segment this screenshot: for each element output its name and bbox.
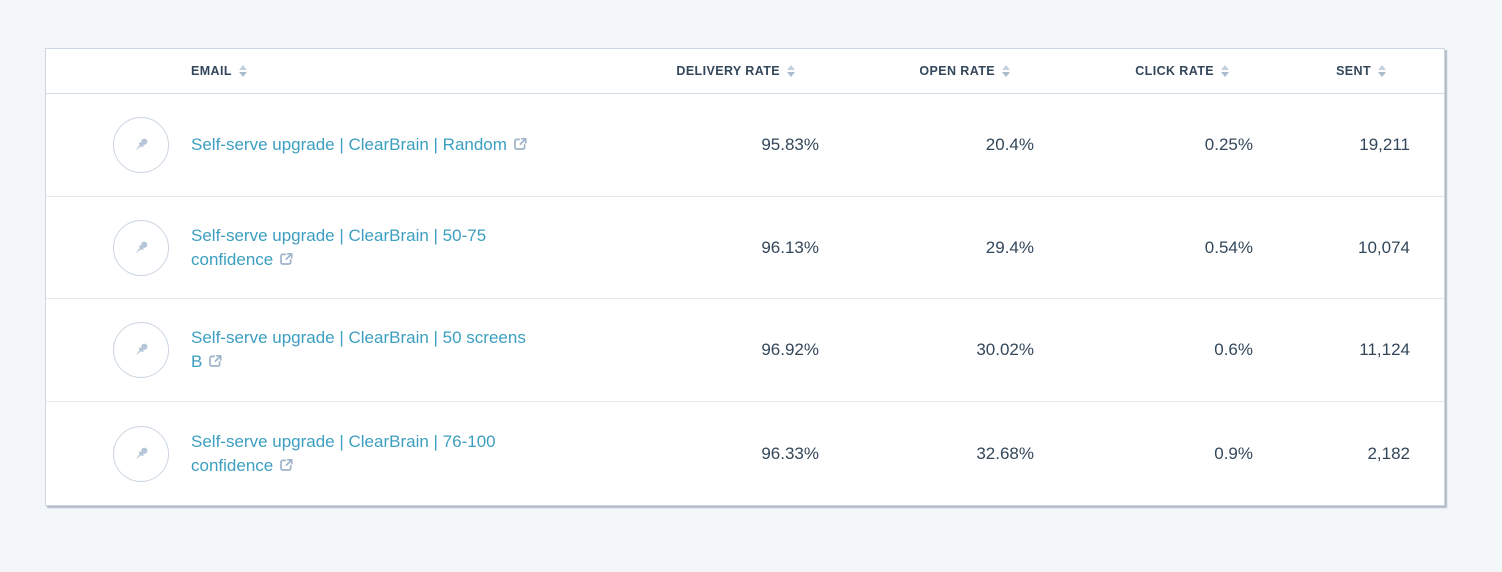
- external-link-icon: [209, 355, 222, 368]
- pin-icon: [133, 137, 149, 153]
- pin-button[interactable]: [113, 425, 169, 482]
- column-header-sent[interactable]: SENT: [1273, 49, 1444, 93]
- column-header-click-rate-label: CLICK RATE: [1135, 63, 1214, 78]
- email-performance-table-card: EMAIL DELIVERY RATE OPEN RATE CLICK RATE…: [45, 48, 1445, 506]
- external-link-icon: [280, 458, 293, 471]
- column-header-sent-label: SENT: [1336, 63, 1371, 78]
- open-rate-cell: 30.02%: [976, 340, 1034, 360]
- email-link[interactable]: Self-serve upgrade | ClearBrain | 50-75 …: [191, 224, 531, 272]
- sent-cell: 19,211: [1359, 134, 1410, 154]
- table-row: Self-serve upgrade | ClearBrain | 50 scr…: [46, 299, 1444, 403]
- column-header-open-rate-label: OPEN RATE: [919, 63, 995, 78]
- pin-button[interactable]: [113, 322, 169, 379]
- email-name: Self-serve upgrade | ClearBrain | 50-75 …: [191, 225, 487, 269]
- sort-arrows-icon[interactable]: [787, 64, 795, 77]
- table-row: Self-serve upgrade | ClearBrain | Random…: [46, 94, 1444, 197]
- pin-icon: [133, 445, 149, 462]
- column-header-email-label: EMAIL: [191, 63, 232, 78]
- sent-cell: 2,182: [1367, 443, 1410, 463]
- pin-column-header: [46, 49, 191, 93]
- email-link[interactable]: Self-serve upgrade | ClearBrain | 50 scr…: [191, 326, 531, 374]
- column-header-email[interactable]: EMAIL: [191, 49, 621, 93]
- table-row: Self-serve upgrade | ClearBrain | 76-100…: [46, 402, 1444, 505]
- sort-arrows-icon[interactable]: [238, 64, 247, 77]
- sent-cell: 10,074: [1358, 237, 1410, 257]
- delivery-rate-cell: 96.33%: [761, 443, 819, 463]
- email-name: Self-serve upgrade | ClearBrain | Random: [191, 134, 507, 154]
- sort-arrows-icon[interactable]: [1221, 64, 1229, 77]
- email-link[interactable]: Self-serve upgrade | ClearBrain | 76-100…: [191, 430, 531, 478]
- click-rate-cell: 0.25%: [1204, 134, 1253, 154]
- sort-arrows-icon[interactable]: [1378, 64, 1386, 77]
- pin-icon: [133, 239, 149, 256]
- open-rate-cell: 20.4%: [985, 134, 1034, 154]
- click-rate-cell: 0.6%: [1214, 340, 1253, 360]
- email-name: Self-serve upgrade | ClearBrain | 50 scr…: [191, 328, 526, 372]
- click-rate-cell: 0.9%: [1214, 443, 1253, 463]
- column-header-open-rate[interactable]: OPEN RATE: [839, 49, 1054, 93]
- sent-cell: 11,124: [1359, 340, 1410, 360]
- external-link-icon: [280, 252, 293, 265]
- column-header-click-rate[interactable]: CLICK RATE: [1054, 49, 1273, 93]
- sort-arrows-icon[interactable]: [1002, 64, 1010, 77]
- delivery-rate-cell: 96.92%: [761, 340, 819, 360]
- external-link-icon: [513, 137, 527, 150]
- email-link[interactable]: Self-serve upgrade | ClearBrain | Random: [191, 133, 528, 157]
- table-header-row: EMAIL DELIVERY RATE OPEN RATE CLICK RATE…: [46, 49, 1444, 94]
- pin-icon: [133, 342, 149, 358]
- open-rate-cell: 29.4%: [985, 237, 1034, 257]
- email-name: Self-serve upgrade | ClearBrain | 76-100…: [191, 431, 496, 475]
- pin-button[interactable]: [113, 219, 169, 276]
- table-row: Self-serve upgrade | ClearBrain | 50-75 …: [46, 197, 1444, 300]
- click-rate-cell: 0.54%: [1204, 237, 1253, 257]
- email-performance-table: EMAIL DELIVERY RATE OPEN RATE CLICK RATE…: [46, 49, 1444, 505]
- delivery-rate-cell: 96.13%: [761, 237, 819, 257]
- pin-button[interactable]: [113, 116, 169, 173]
- open-rate-cell: 32.68%: [976, 443, 1034, 463]
- column-header-delivery-rate[interactable]: DELIVERY RATE: [621, 49, 839, 93]
- delivery-rate-cell: 95.83%: [761, 134, 819, 154]
- column-header-delivery-rate-label: DELIVERY RATE: [676, 63, 780, 78]
